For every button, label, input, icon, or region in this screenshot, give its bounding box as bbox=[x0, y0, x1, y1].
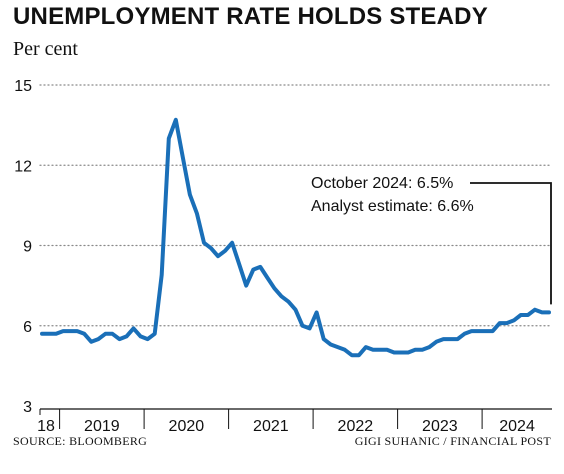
y-tick-label: 6 bbox=[23, 319, 32, 336]
y-tick-label: 9 bbox=[23, 239, 32, 256]
x-tick-label: 2024 bbox=[499, 418, 535, 435]
x-tick-label: 18 bbox=[37, 418, 55, 435]
annotation-line-2: Analyst estimate: 6.6% bbox=[311, 198, 474, 215]
chart-subtitle: Per cent bbox=[13, 38, 78, 60]
source-label: SOURCE: BLOOMBERG bbox=[13, 434, 148, 448]
annotation-line-1: October 2024: 6.5% bbox=[311, 175, 454, 192]
series-line bbox=[40, 117, 551, 358]
y-tick-label: 12 bbox=[14, 158, 32, 175]
x-tick-label: 2023 bbox=[422, 418, 458, 435]
y-tick-label: 15 bbox=[14, 78, 32, 95]
annotation-leader bbox=[470, 182, 552, 305]
y-tick-label: 3 bbox=[23, 399, 32, 416]
x-tick-label: 2021 bbox=[253, 418, 289, 435]
credit-label: GIGI SUHANIC / FINANCIAL POST bbox=[354, 434, 551, 448]
x-tick-label: 2022 bbox=[338, 418, 374, 435]
x-tick-label: 2020 bbox=[169, 418, 205, 435]
x-tick-label: 2019 bbox=[84, 418, 120, 435]
chart-title: UNEMPLOYMENT RATE HOLDS STEADY bbox=[13, 3, 488, 30]
